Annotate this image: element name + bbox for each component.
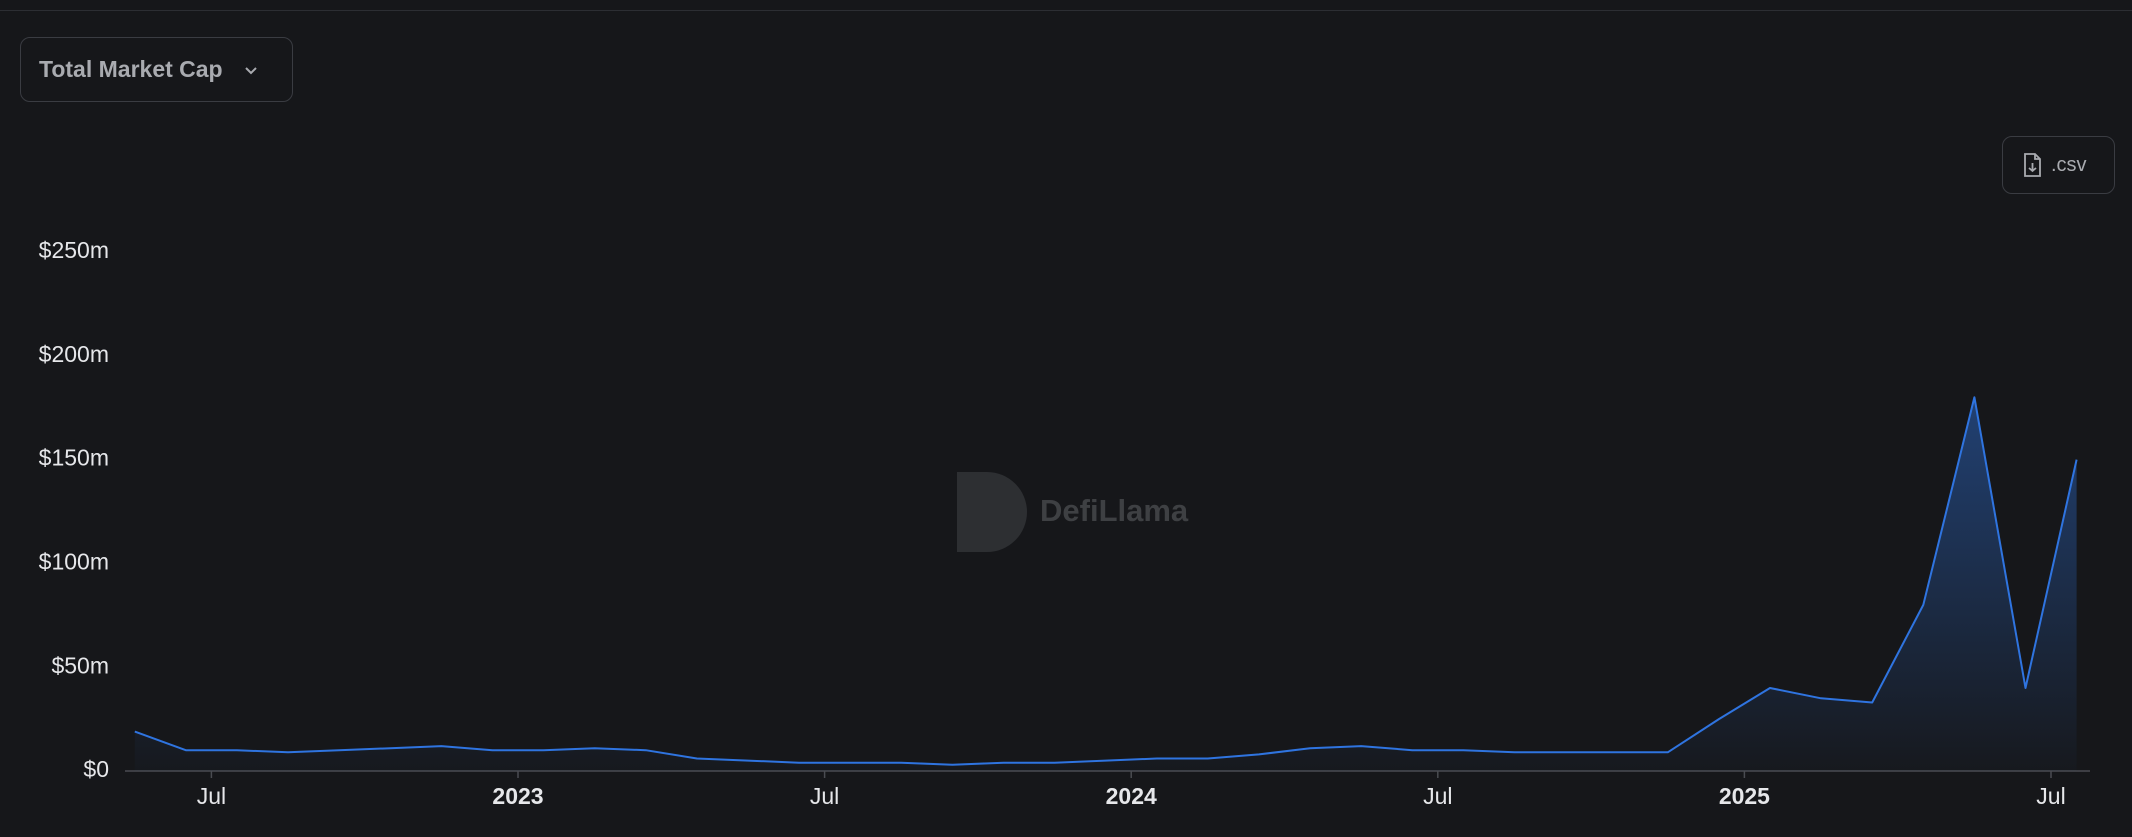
y-tick-label: $50m — [51, 652, 109, 678]
line — [134, 396, 2078, 766]
watermark-text: DefiLlama — [1040, 493, 1189, 528]
x-tick-label: Jul — [2036, 783, 2065, 809]
selector-label: Total Market Cap — [39, 56, 223, 82]
watermark: DefiLlama — [957, 472, 1189, 552]
y-tick-label: $0 — [83, 756, 109, 782]
x-tick-label: 2025 — [1719, 783, 1770, 809]
chevron-icon — [244, 66, 257, 74]
x-tick-label: Jul — [1423, 783, 1452, 809]
x-tick-label: Jul — [810, 783, 839, 809]
area — [134, 397, 2077, 771]
csv-label: .csv — [2051, 153, 2087, 176]
y-tick-label: $200m — [39, 341, 109, 367]
y-tick-label: $150m — [39, 445, 109, 471]
y-tick-label: $100m — [39, 548, 109, 574]
x-tick-label: 2023 — [492, 783, 543, 809]
x-tick-label: 2024 — [1106, 783, 1157, 809]
top-border — [0, 0, 2132, 11]
x-tick-label: Jul — [197, 783, 226, 809]
metric-selector[interactable]: Total Market Cap — [20, 37, 293, 102]
csv-button[interactable]: .csv — [2002, 136, 2115, 194]
file-icon — [2024, 153, 2041, 177]
y-tick-label: $250m — [39, 237, 109, 263]
